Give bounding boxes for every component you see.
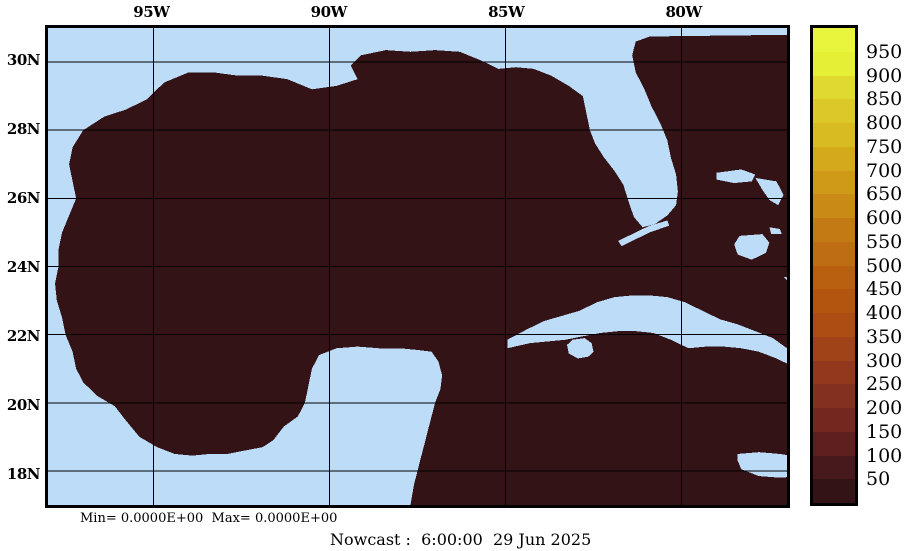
lon-tick-label-85w: 85W <box>488 3 525 21</box>
lat-tick-label-28n: 28N <box>6 119 41 138</box>
lon-tick-label-95w: 95W <box>133 3 170 21</box>
colorbar-band-10 <box>813 265 855 290</box>
colorbar-bands <box>810 25 858 506</box>
grand-bahama <box>716 169 756 184</box>
colorbar-tick-900: 900 <box>866 64 903 87</box>
colorbar-band-5 <box>813 146 855 171</box>
new-providence <box>769 227 782 235</box>
map-gridlines <box>48 28 787 505</box>
colorbar-tick-750: 750 <box>866 135 903 158</box>
north-america-landmask <box>48 28 787 505</box>
land-mask-group <box>48 28 787 505</box>
florida-keys <box>618 220 670 247</box>
colorbar-tick-250: 250 <box>866 373 903 396</box>
lat-tick-label-20n: 20N <box>6 395 41 414</box>
colorbar-band-9 <box>813 241 855 266</box>
colorbar-band-4 <box>813 123 855 147</box>
colorbar-tick-450: 450 <box>866 278 903 301</box>
colorbar-band-14 <box>813 360 855 385</box>
colorbar-band-7 <box>813 194 855 218</box>
colorbar-band-1 <box>813 51 855 76</box>
colorbar-band-11 <box>813 289 855 313</box>
colorbar-tick-500: 500 <box>866 254 903 277</box>
lat-tick-label-18n: 18N <box>6 464 41 483</box>
lat-tick-label-26n: 26N <box>6 188 41 207</box>
colorbar-band-16 <box>813 408 855 432</box>
colorbar-tick-350: 350 <box>866 325 903 348</box>
colorbar-tick-850: 850 <box>866 88 903 111</box>
colorbar: 950 900 850 800 750 700 650 600 550 500 450 400 350 3… <box>810 25 902 506</box>
colorbar-band-19 <box>813 479 855 503</box>
colorbar-band-17 <box>813 431 855 456</box>
lon-tick-label-90w: 90W <box>310 3 348 21</box>
colorbar-band-13 <box>813 336 855 361</box>
colorbar-tick-400: 400 <box>866 302 903 324</box>
gulf-of-mexico-landmask <box>48 28 787 505</box>
colorbar-tick-550: 550 <box>866 230 903 253</box>
colorbar-tick-300: 300 <box>866 349 903 372</box>
colorbar-band-6 <box>813 170 855 195</box>
map-plot-area <box>45 25 790 508</box>
colorbar-tick-600: 600 <box>866 207 903 229</box>
colorbar-tick-100: 100 <box>866 444 903 467</box>
andros-island <box>734 234 770 260</box>
colorbar-tick-950: 950 <box>866 40 903 63</box>
colorbar-tick-50: 50 <box>866 468 891 491</box>
colorbar-band-15 <box>813 384 855 408</box>
min-max-annotation: Min= 0.0000E+00 Max= 0.0000E+00 <box>80 511 338 526</box>
long-island-bahamas <box>783 276 787 281</box>
colorbar-tick-200: 200 <box>866 397 903 419</box>
nowcast-timestamp-caption: Nowcast : 6:00:00 29 Jun 2025 <box>330 530 592 549</box>
cuba-landmask <box>507 295 787 364</box>
lat-tick-label-30n: 30N <box>6 50 41 69</box>
colorbar-tick-800: 800 <box>866 112 903 134</box>
lat-tick-label-22n: 22N <box>6 326 41 345</box>
lat-tick-label-24n: 24N <box>6 257 41 276</box>
colorbar-band-2 <box>813 75 855 100</box>
colorbar-band-3 <box>813 99 855 123</box>
colorbar-tick-700: 700 <box>866 159 903 182</box>
colorbar-band-18 <box>813 455 855 480</box>
colorbar-band-0 <box>813 28 855 52</box>
colorbar-band-8 <box>813 218 855 242</box>
colorbar-band-12 <box>813 313 855 337</box>
isla-de-la-juventud <box>567 338 594 359</box>
lon-tick-label-80w: 80W <box>665 3 702 21</box>
colorbar-tick-650: 650 <box>866 183 903 206</box>
colorbar-tick-150: 150 <box>866 420 903 443</box>
